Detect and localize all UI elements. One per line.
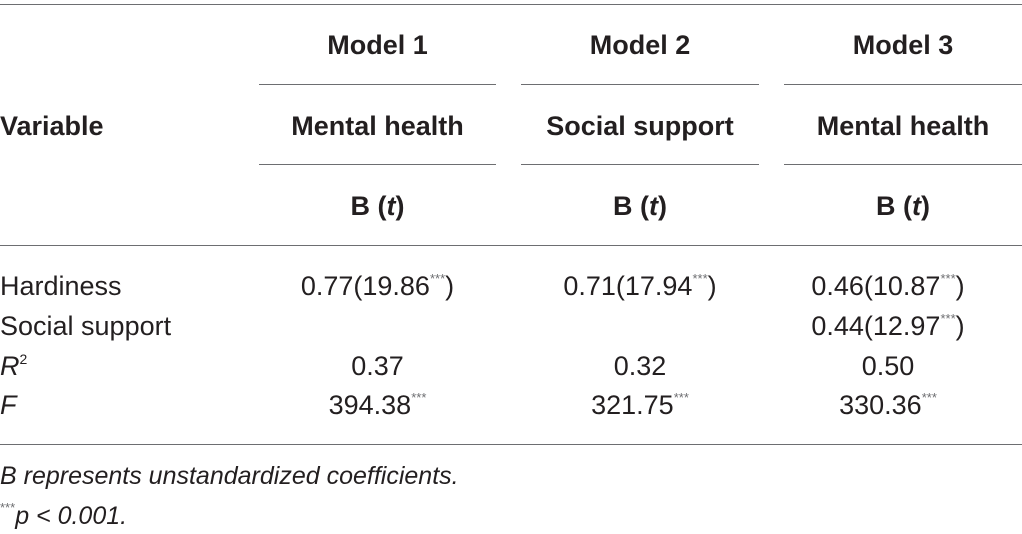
table-cell: 321.75*** — [591, 390, 689, 420]
model1-underline — [259, 84, 496, 85]
table-cell: 0.71(17.94***) — [563, 271, 717, 301]
model-1-label: Model 1 — [327, 30, 428, 60]
header-bottom-rule — [0, 245, 1022, 246]
row-label-hardiness: Hardiness — [0, 271, 122, 301]
table-bottom-rule — [0, 444, 1022, 445]
table-cell: 0.37 — [351, 351, 404, 381]
top-rule — [0, 4, 1022, 5]
table-cell: 0.46(10.87***) — [811, 271, 965, 301]
model-1-coef-header: B (t) — [350, 191, 405, 221]
table-cell: 0.44(12.97***) — [811, 311, 965, 341]
model-3-outcome: Mental health — [816, 111, 990, 141]
model2-underline — [521, 84, 759, 85]
model-2-label: Model 2 — [589, 30, 691, 60]
table-note-significance: ***p < 0.001. — [0, 500, 128, 530]
model-1-outcome: Mental health — [291, 111, 464, 141]
model-2-outcome: Social support — [546, 111, 734, 141]
model-3-coef-header: B (t) — [876, 191, 930, 221]
model3-underline — [784, 84, 1022, 85]
model-2-coef-header: B (t) — [613, 191, 667, 221]
table-cell: 0.50 — [861, 351, 915, 381]
outcome1-underline — [259, 164, 496, 165]
table-cell: 330.36*** — [839, 390, 937, 420]
outcome3-underline — [784, 164, 1022, 165]
variable-header: Variable — [0, 111, 104, 141]
model-3-label: Model 3 — [852, 30, 954, 60]
row-label-r-squared: R2 — [0, 351, 28, 381]
outcome2-underline — [521, 164, 759, 165]
table-note-coefficients: B represents unstandardized coefficients… — [0, 462, 459, 490]
table-cell: 394.38*** — [328, 390, 427, 420]
row-label-social-support: Social support — [0, 311, 172, 341]
table-cell: 0.32 — [613, 351, 667, 381]
table-cell: 0.77(19.86***) — [300, 271, 455, 301]
row-label-f: F — [0, 390, 17, 420]
